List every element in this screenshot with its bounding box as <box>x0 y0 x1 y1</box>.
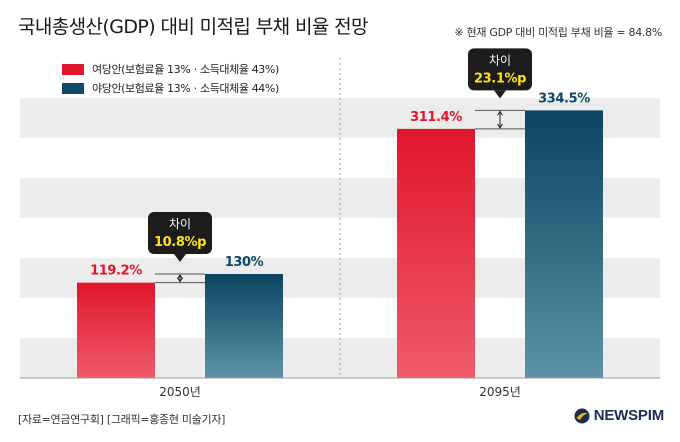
value-label: 334.5% <box>538 91 590 106</box>
x-tick-label: 2050년 <box>159 385 201 399</box>
diff-arrow-head-down <box>497 123 503 129</box>
diff-arrow-head-up <box>177 274 183 280</box>
value-labels-layer: 119.2% 130% 311.4% 334.5% <box>90 91 591 279</box>
legend: 여당안(보험료율 13%ㆍ소득대체율 43%) 야당안(보험료율 13%ㆍ소득대체… <box>62 63 279 95</box>
value-label: 119.2% <box>90 264 142 279</box>
x-tick-labels: 2050년 2095년 <box>159 385 521 399</box>
bar-ruling-2 <box>397 128 475 378</box>
newspim-mark-icon <box>574 408 590 423</box>
diff-arrow-head-up <box>497 110 503 116</box>
newspim-logo: NEWSPIM <box>574 407 664 424</box>
callout-bubble <box>148 212 212 254</box>
legend-label: 야당안(보험료율 13%ㆍ소득대체율 44%) <box>92 82 279 95</box>
legend-swatch <box>62 83 84 94</box>
chart-title: 국내총생산(GDP) 대비 미적립 부채 비율 전망 <box>18 16 369 38</box>
value-label: 311.4% <box>410 110 462 125</box>
value-label: 130% <box>225 255 264 270</box>
brand-name: NEWSPIM <box>593 407 664 424</box>
legend-label: 여당안(보험료율 13%ㆍ소득대체율 43%) <box>92 63 279 76</box>
current-ratio-note: ※ 현재 GDP 대비 미적립 부채 비율 = 84.8% <box>454 26 662 39</box>
callout-pointer <box>494 90 506 99</box>
bar-opposition-1 <box>205 274 283 378</box>
x-tick-label: 2095년 <box>479 385 521 399</box>
bar-opposition-2 <box>525 110 603 379</box>
callouts-layer: 차이 10.8%p 차이 23.1%p <box>148 48 532 284</box>
bars-layer <box>77 110 603 379</box>
callout-bubble <box>468 48 532 91</box>
diff-arrow-head-down <box>177 277 183 283</box>
legend-swatch <box>62 64 84 75</box>
bar-ruling-1 <box>77 282 155 378</box>
callout-value: 23.1%p <box>474 71 526 86</box>
callout-value: 10.8%p <box>154 235 206 250</box>
callout-label: 차이 <box>169 217 191 231</box>
callout-pointer <box>174 254 186 262</box>
source-credit: [자료=연금연구회] [그래픽=홍종현 미술기자] <box>18 413 226 426</box>
callout-label: 차이 <box>489 53 511 67</box>
